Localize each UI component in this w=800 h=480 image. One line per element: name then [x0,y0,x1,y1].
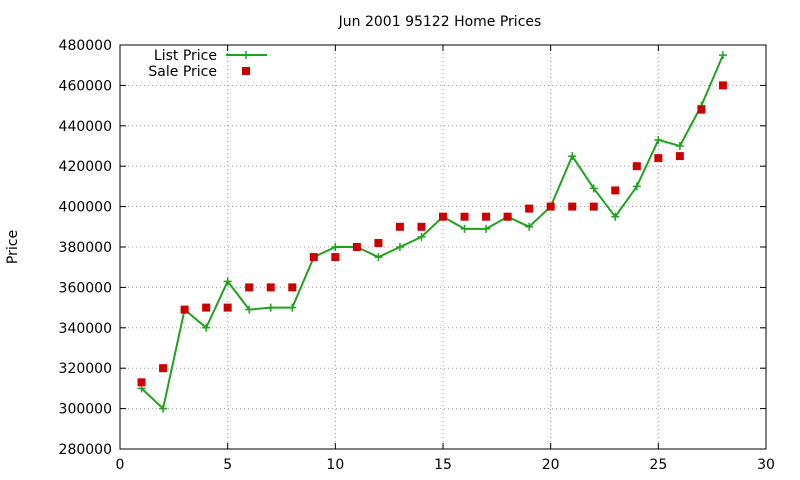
sale-price-point [417,222,426,231]
sale-price-point [180,305,189,314]
x-tick-label: 5 [223,457,232,473]
legend-label: Sale Price [148,64,217,80]
legend-plus-swatch [242,51,250,59]
list-price-point [718,51,727,60]
y-tick-label: 340000 [59,321,112,337]
y-tick-label: 320000 [59,361,112,377]
sale-price-point [675,152,684,161]
y-tick-label: 300000 [59,402,112,418]
sale-price-point [460,212,469,221]
grid-lines [120,45,766,449]
series-0 [137,51,727,413]
y-tick-label: 360000 [59,280,112,296]
y-tick-label: 400000 [59,200,112,216]
y-tick-label: 380000 [59,240,112,256]
list-price-point [395,243,404,251]
y-axis-label: Price [5,230,21,264]
list-price-point [632,182,641,191]
list-price-point [245,305,254,314]
y-tick-label: 280000 [59,442,112,458]
list-price-point [159,404,168,413]
plot-frame [119,44,767,450]
sale-price-point [546,202,555,211]
sale-price-point [395,222,404,231]
list-price-point [568,152,577,161]
x-tick-label: 20 [542,457,560,473]
series-layer [137,51,727,413]
sale-price-point [611,186,620,195]
sale-price-point [309,253,318,262]
axis-ticks: 0 5 10 15 20 25 30 280000 300000 320000 340000 3600… [59,38,775,473]
y-tick-label: 420000 [59,159,112,175]
sale-price-point [654,154,663,163]
sale-price-point [697,105,706,114]
sale-price-point [266,283,275,292]
x-tick-label: 0 [116,457,125,473]
chart-title: Jun 2001 95122 Home Prices [338,14,542,30]
sale-price-point [202,303,211,312]
sale-price-point [288,283,297,292]
sale-price-point [589,202,598,211]
x-tick-label: 10 [326,457,344,473]
list-price-point [460,224,469,233]
series-1 [137,81,727,387]
x-tick-label: 25 [649,457,667,473]
sale-price-point [245,283,254,292]
sale-price-point [632,162,641,171]
x-tick-label: 15 [434,457,452,473]
sale-price-point [525,204,534,213]
list-price-point [223,277,232,286]
list-price-point [611,212,620,221]
legend-square-swatch [242,67,250,75]
list-price-line [140,54,724,411]
sale-price-point [439,212,447,221]
list-price-point [525,222,534,231]
sale-price-point [223,303,232,312]
sale-price-point [159,364,168,373]
sale-price-point [568,202,577,211]
sale-price-point [374,238,383,247]
sale-price-point [331,253,340,262]
list-price-point [331,243,340,251]
y-tick-label: 440000 [59,119,112,135]
list-price-point [417,232,426,241]
sale-price-point [137,378,146,387]
x-tick-label: 30 [757,457,775,473]
legend-label: List Price [154,48,217,64]
sale-price-point [352,243,361,251]
sale-price-point [503,212,512,221]
sale-price-point [482,212,491,221]
y-tick-label: 480000 [59,38,112,54]
list-price-point [482,224,491,233]
list-price-point [654,135,663,144]
sale-price-point [718,81,727,90]
list-price-point [675,142,684,150]
list-price-point [589,184,598,193]
list-price-point [288,303,297,312]
list-price-point [202,323,211,332]
y-tick-label: 460000 [59,78,112,94]
list-price-point [266,303,275,312]
list-price-point [374,253,383,262]
